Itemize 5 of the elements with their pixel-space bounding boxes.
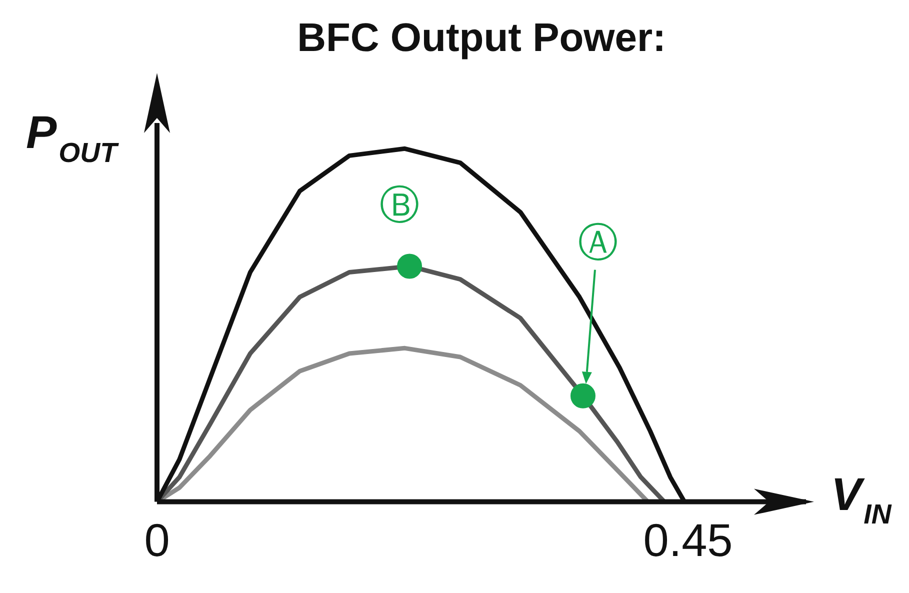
x-tick-label: 0.45 xyxy=(643,514,733,566)
x-tick-label: 0 xyxy=(144,514,170,566)
annotation: Ⓐ xyxy=(578,220,618,266)
chart-title: BFC Output Power: xyxy=(297,16,666,60)
annotation: Ⓑ xyxy=(380,182,420,229)
